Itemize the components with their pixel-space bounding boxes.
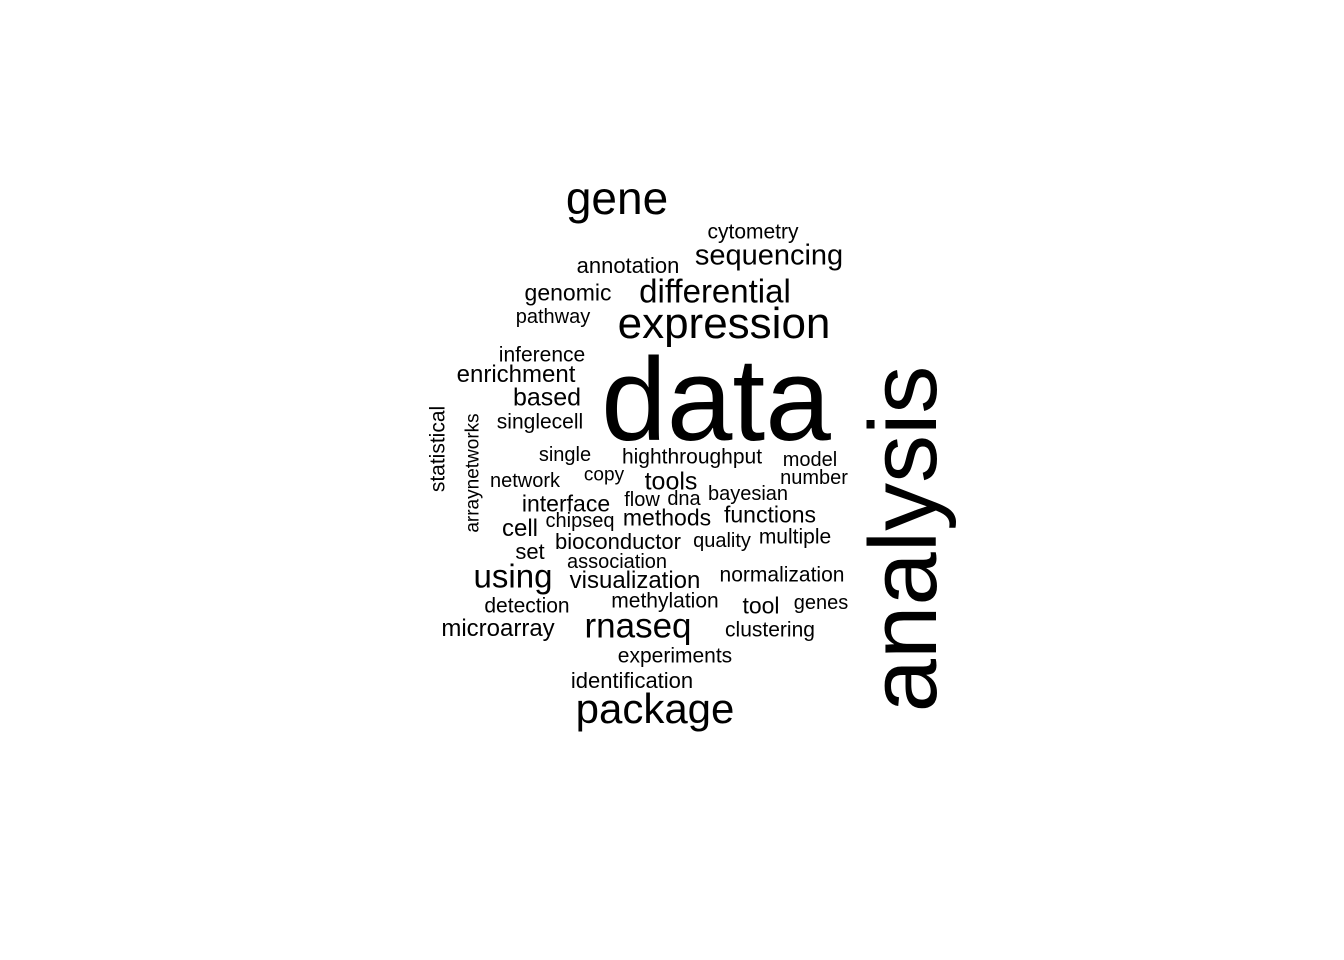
word-chipseq: chipseq (545, 510, 615, 532)
word-genomic: genomic (524, 279, 612, 306)
word-dna: dna (667, 488, 701, 510)
word-sequencing: sequencing (694, 239, 844, 272)
word-using: using (473, 557, 553, 595)
word-singlecell: singlecell (496, 410, 584, 434)
word-functions: functions (723, 501, 817, 528)
word-annotation: annotation (576, 253, 680, 278)
word-interface: interface (521, 490, 611, 517)
word-set: set (515, 539, 545, 564)
word-microarray: microarray (441, 615, 555, 642)
word-number: number (780, 467, 848, 489)
word-enrichment: enrichment (456, 361, 576, 388)
word-cell: cell (501, 515, 539, 542)
word-inference: inference (498, 343, 586, 367)
word-tool: tool (742, 592, 780, 619)
word-normalization: normalization (719, 563, 845, 587)
word-methods: methods (622, 504, 712, 531)
word-genes: genes (793, 592, 849, 614)
word-tools: tools (644, 467, 698, 496)
word-identification: identification (570, 668, 694, 693)
word-copy: copy (583, 464, 625, 486)
word-detection: detection (484, 594, 570, 618)
word-quality: quality (693, 530, 751, 552)
word-cytometry: cytometry (707, 220, 799, 244)
word-bioconductor: bioconductor (555, 529, 681, 554)
word-single: single (538, 444, 592, 466)
word-package: package (575, 685, 735, 732)
word-differential: differential (639, 272, 791, 310)
word-analysis: analysis (850, 365, 957, 713)
word-experiments: experiments (617, 644, 733, 668)
word-gene: gene (565, 172, 669, 224)
word-highthroughput: highthroughput (621, 445, 763, 469)
word-statistical: statistical (426, 405, 450, 493)
word-clustering: clustering (725, 618, 815, 642)
word-network: network (489, 470, 561, 492)
word-model: model (782, 449, 838, 471)
word-pathway: pathway (515, 306, 591, 328)
word-multiple: multiple (758, 525, 832, 549)
word-association: association (566, 551, 668, 573)
word-flow: flow (624, 489, 660, 511)
word-methylation: methylation (611, 589, 719, 613)
word-arraynetworks: arraynetworks (462, 413, 484, 533)
word-bayesian: bayesian (707, 483, 789, 505)
word-expression: expression (617, 299, 831, 348)
word-visualization: visualization (569, 567, 701, 594)
word-based: based (512, 383, 582, 412)
word-data: data (601, 334, 831, 466)
word-rnaseq: rnaseq (584, 606, 692, 646)
